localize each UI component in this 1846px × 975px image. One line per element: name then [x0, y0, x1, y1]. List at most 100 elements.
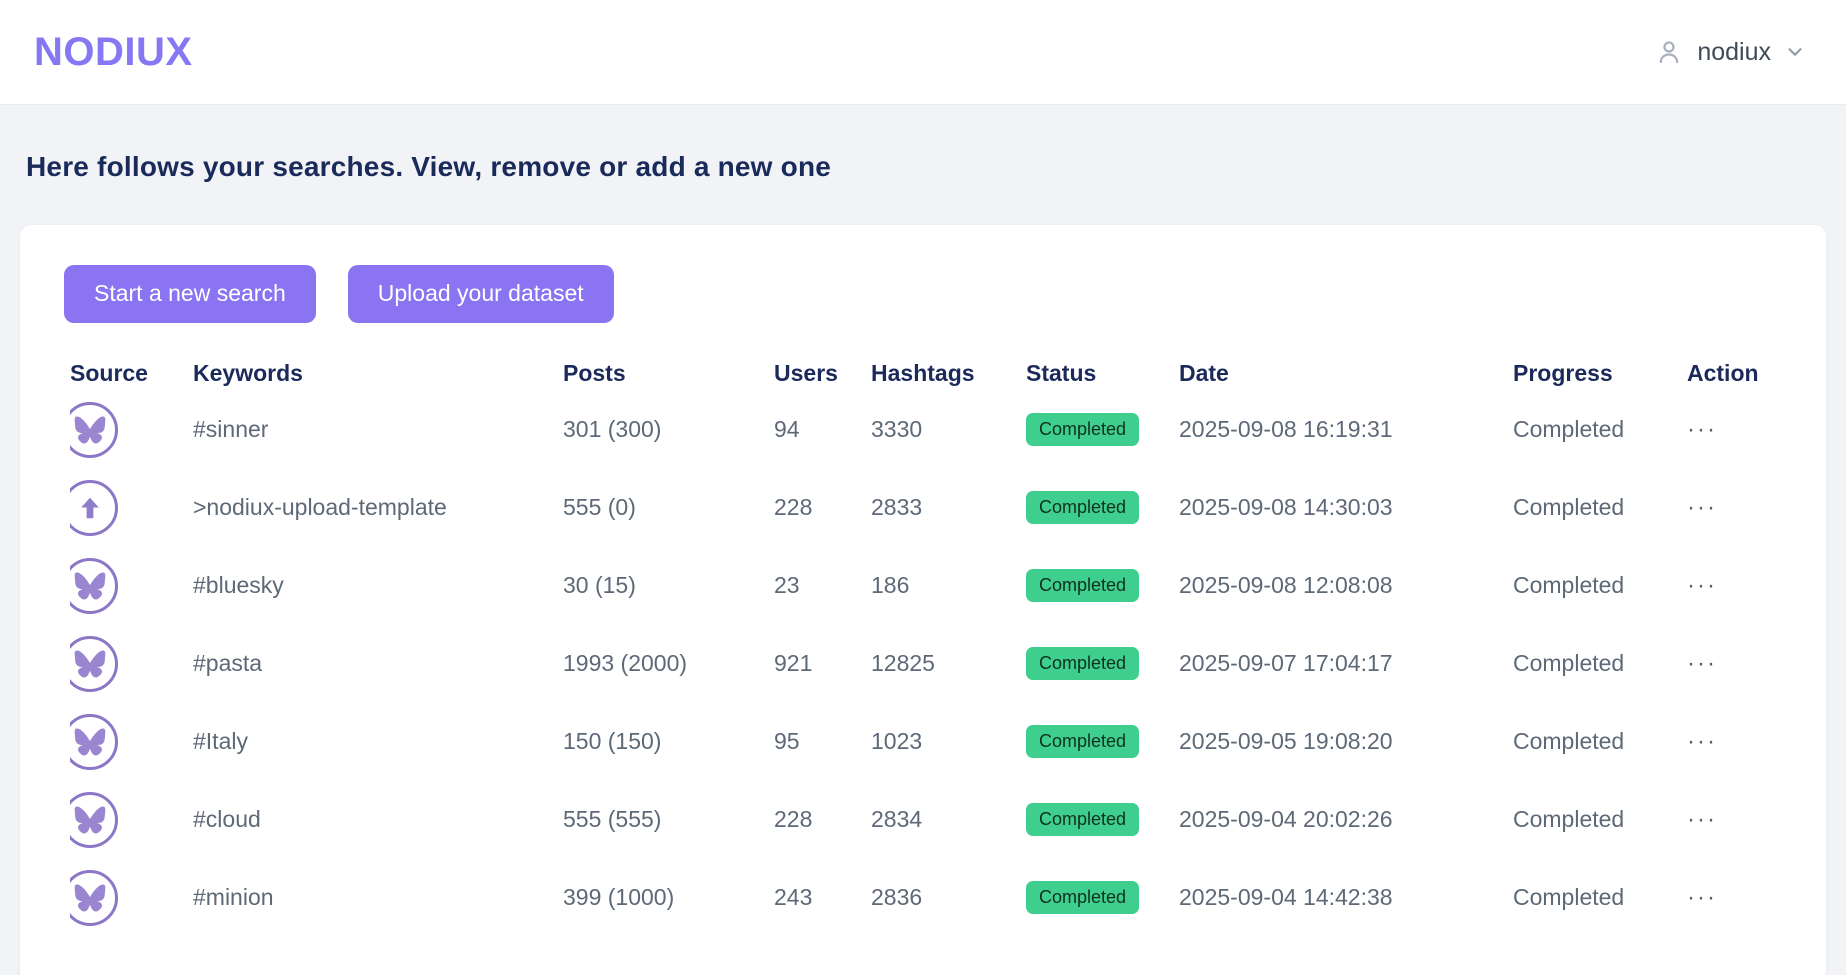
source-icon-badge	[70, 791, 118, 848]
source-cell	[70, 791, 193, 848]
status-badge: Completed	[1026, 491, 1140, 524]
users-cell: 94	[774, 416, 800, 443]
source-icon-badge	[70, 479, 118, 536]
progress-cell: Completed	[1513, 572, 1625, 599]
user-icon	[1654, 37, 1684, 67]
hashtags-cell: 3330	[871, 416, 923, 443]
searches-card: Start a new search Upload your dataset S…	[20, 225, 1826, 975]
action-cell: ···	[1687, 650, 1786, 677]
date-cell: 2025-09-08 16:19:31	[1179, 416, 1393, 443]
row-actions-button[interactable]: ···	[1687, 650, 1717, 678]
progress-cell: Completed	[1513, 806, 1625, 833]
keywords-cell: >nodiux-upload-template	[193, 494, 447, 521]
row-actions-button[interactable]: ···	[1687, 572, 1717, 600]
progress-cell: Completed	[1513, 494, 1625, 521]
user-menu[interactable]: nodiux	[1654, 37, 1806, 67]
user-name: nodiux	[1697, 37, 1771, 66]
progress-cell: Completed	[1513, 884, 1625, 911]
action-cell: ···	[1687, 728, 1786, 755]
table-row: #cloud 555 (555) 228 2834 Completed 2025…	[70, 781, 1786, 859]
table-body: #sinner 301 (300) 94 3330 Completed 2025…	[70, 391, 1786, 937]
status-cell: Completed	[1026, 491, 1179, 524]
column-header-posts: Posts	[563, 360, 626, 387]
users-cell: 228	[774, 806, 813, 833]
source-icon-badge	[70, 401, 118, 458]
column-header-source: Source	[70, 360, 148, 387]
table-row: >nodiux-upload-template 555 (0) 228 2833…	[70, 469, 1786, 547]
posts-cell: 301 (300)	[563, 416, 662, 443]
date-cell: 2025-09-04 20:02:26	[1179, 806, 1393, 833]
source-icon-badge	[70, 713, 118, 770]
source-icon-badge	[70, 635, 118, 692]
bluesky-butterfly-icon	[74, 806, 106, 834]
keywords-cell: #Italy	[193, 728, 248, 755]
status-badge: Completed	[1026, 569, 1140, 602]
bluesky-butterfly-icon	[74, 728, 106, 756]
source-cell	[70, 869, 193, 926]
row-actions-button[interactable]: ···	[1687, 884, 1717, 912]
posts-cell: 555 (555)	[563, 806, 662, 833]
table-header-row: Source Keywords Posts Users Hashtags Sta…	[70, 357, 1786, 391]
hashtags-cell: 2836	[871, 884, 923, 911]
source-cell	[70, 401, 193, 458]
users-cell: 228	[774, 494, 813, 521]
start-new-search-button[interactable]: Start a new search	[64, 265, 316, 323]
row-actions-button[interactable]: ···	[1687, 728, 1717, 756]
status-cell: Completed	[1026, 881, 1179, 914]
column-header-action: Action	[1687, 360, 1759, 387]
source-cell	[70, 713, 193, 770]
column-header-progress: Progress	[1513, 360, 1613, 387]
status-badge: Completed	[1026, 647, 1140, 680]
bluesky-butterfly-icon	[74, 416, 106, 444]
progress-cell: Completed	[1513, 416, 1625, 443]
date-cell: 2025-09-04 14:42:38	[1179, 884, 1393, 911]
column-header-keywords: Keywords	[193, 360, 303, 387]
upload-dataset-button[interactable]: Upload your dataset	[347, 265, 614, 323]
hashtags-cell: 2833	[871, 494, 923, 521]
chevron-down-icon	[1784, 41, 1806, 63]
keywords-cell: #pasta	[193, 650, 263, 677]
posts-cell: 399 (1000)	[563, 884, 675, 911]
action-cell: ···	[1687, 416, 1786, 443]
bluesky-butterfly-icon	[74, 650, 106, 678]
progress-cell: Completed	[1513, 728, 1625, 755]
source-cell	[70, 557, 193, 614]
table-row: #pasta 1993 (2000) 921 12825 Completed 2…	[70, 625, 1786, 703]
status-cell: Completed	[1026, 803, 1179, 836]
hashtags-cell: 1023	[871, 728, 923, 755]
action-cell: ···	[1687, 572, 1786, 599]
status-cell: Completed	[1026, 647, 1179, 680]
status-badge: Completed	[1026, 725, 1140, 758]
keywords-cell: #bluesky	[193, 572, 284, 599]
row-actions-button[interactable]: ···	[1687, 494, 1717, 522]
source-cell	[70, 479, 193, 536]
toolbar: Start a new search Upload your dataset	[64, 265, 1786, 323]
app-logo[interactable]: NODIUX	[34, 29, 193, 74]
table-row: #minion 399 (1000) 243 2836 Completed 20…	[70, 859, 1786, 937]
source-icon-badge	[70, 557, 118, 614]
posts-cell: 555 (0)	[563, 494, 636, 521]
progress-cell: Completed	[1513, 650, 1625, 677]
users-cell: 95	[774, 728, 800, 755]
date-cell: 2025-09-07 17:04:17	[1179, 650, 1393, 677]
source-cell	[70, 635, 193, 692]
date-cell: 2025-09-08 12:08:08	[1179, 572, 1393, 599]
page-title: Here follows your searches. View, remove…	[26, 151, 832, 182]
action-cell: ···	[1687, 884, 1786, 911]
hashtags-cell: 186	[871, 572, 910, 599]
keywords-cell: #cloud	[193, 806, 261, 833]
posts-cell: 1993 (2000)	[563, 650, 688, 677]
users-cell: 243	[774, 884, 813, 911]
keywords-cell: #minion	[193, 884, 274, 911]
posts-cell: 30 (15)	[563, 572, 636, 599]
column-header-date: Date	[1179, 360, 1229, 387]
status-badge: Completed	[1026, 413, 1140, 446]
column-header-hashtags: Hashtags	[871, 360, 975, 387]
users-cell: 23	[774, 572, 800, 599]
keywords-cell: #sinner	[193, 416, 269, 443]
row-actions-button[interactable]: ···	[1687, 806, 1717, 834]
hashtags-cell: 2834	[871, 806, 923, 833]
action-cell: ···	[1687, 494, 1786, 521]
row-actions-button[interactable]: ···	[1687, 416, 1717, 444]
date-cell: 2025-09-05 19:08:20	[1179, 728, 1393, 755]
